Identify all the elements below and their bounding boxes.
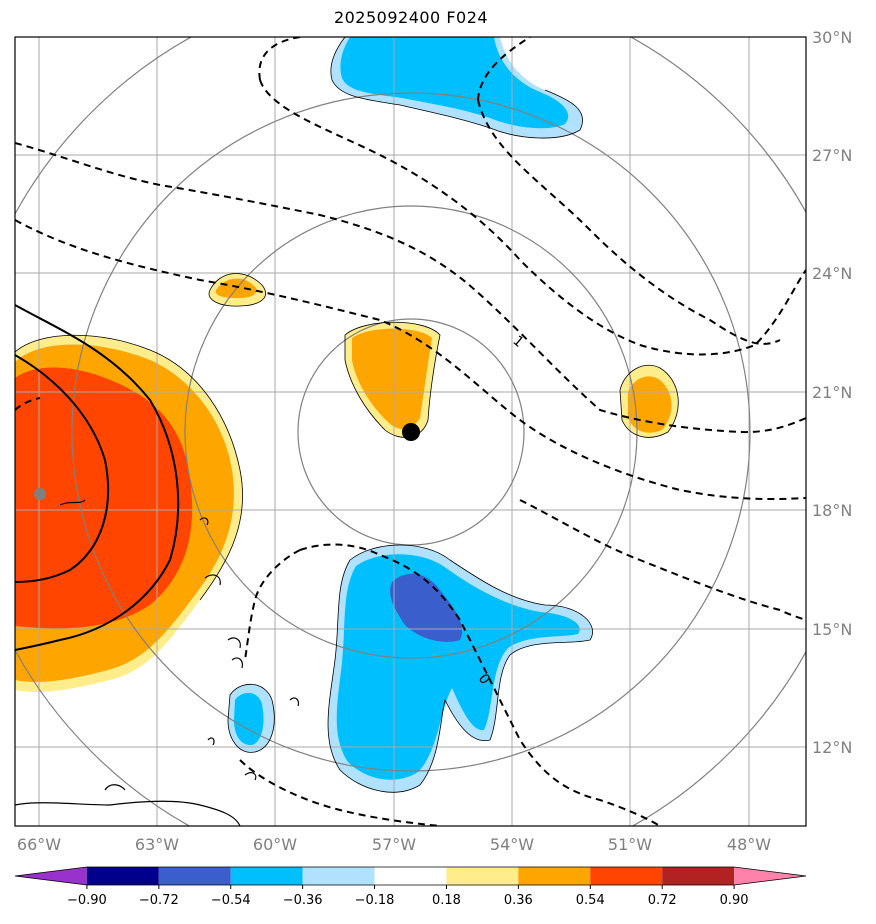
coastline [15,499,300,826]
range-rings [15,37,806,826]
lat-label-21: 21°N [812,383,852,402]
colorbar-bin [374,867,447,885]
colorbar-extend-high [734,867,806,885]
lat-label-24: 24°N [812,264,852,283]
map-title: 2025092400 F024 [333,8,489,27]
storm-center-marker [402,423,420,441]
colorbar-bin [662,867,735,885]
lat-label-18: 18°N [812,501,852,520]
lon-label-51: 51°W [608,835,652,854]
colorbar-extend-low [15,867,87,885]
colorbar-bin [230,867,303,885]
colorbar-tick-label: −0.72 [139,893,179,908]
longitude-labels: 66°W 63°W 60°W 57°W 54°W 51°W 48°W [17,835,771,854]
latitude-labels: 30°N 27°N 24°N 21°N 18°N 15°N 12°N [812,28,852,757]
lon-label-48: 48°W [727,835,771,854]
lat-label-30: 30°N [812,28,852,47]
lon-label-63: 63°W [135,835,179,854]
colorbar-tick-label: 0.36 [504,893,533,908]
range-ring-1 [297,318,525,546]
lon-label-60: 60°W [253,835,297,854]
shading-outlines [15,37,679,793]
colorbar-labels: −0.90 −0.72 −0.54 −0.36 −0.18 0.18 0.36 0.54 0.7… [67,885,749,908]
colorbar-tick-label: 0.18 [432,893,461,908]
colorbar-tick-label: −0.18 [355,893,395,908]
colorbar-tick-label: 0.72 [648,893,677,908]
range-ring-2 [184,205,638,659]
colorbar-bin [446,867,519,885]
warm-shading-red [15,367,193,629]
colorbar-bin [86,867,159,885]
lon-label-57: 57°W [372,835,416,854]
solid-contours [15,304,180,651]
range-ring-3 [71,92,751,772]
lat-label-15: 15°N [812,620,852,639]
colorbar-tick-label: 0.54 [576,893,605,908]
map-area: 1 0 [15,37,806,826]
lat-label-27: 27°N [812,146,852,165]
colorbar-tick-label: −0.90 [67,893,107,908]
south-cool-core [390,573,463,642]
dashed-contours [15,37,806,826]
lon-label-66: 66°W [17,835,61,854]
colorbar-tick-label: 0.90 [720,893,749,908]
lon-label-54: 54°W [490,835,534,854]
secondary-center-marker [34,488,46,500]
colorbar-bin [302,867,375,885]
colorbar [14,866,807,886]
colorbar-tick-label: −0.54 [211,893,251,908]
map-frame [14,36,807,827]
colorbar-bin [590,867,663,885]
lat-label-12: 12°N [812,738,852,757]
grid-lines [15,37,806,826]
colorbar-bin [518,867,591,885]
colorbar-bin [158,867,231,885]
colorbar-tick-label: −0.36 [283,893,323,908]
